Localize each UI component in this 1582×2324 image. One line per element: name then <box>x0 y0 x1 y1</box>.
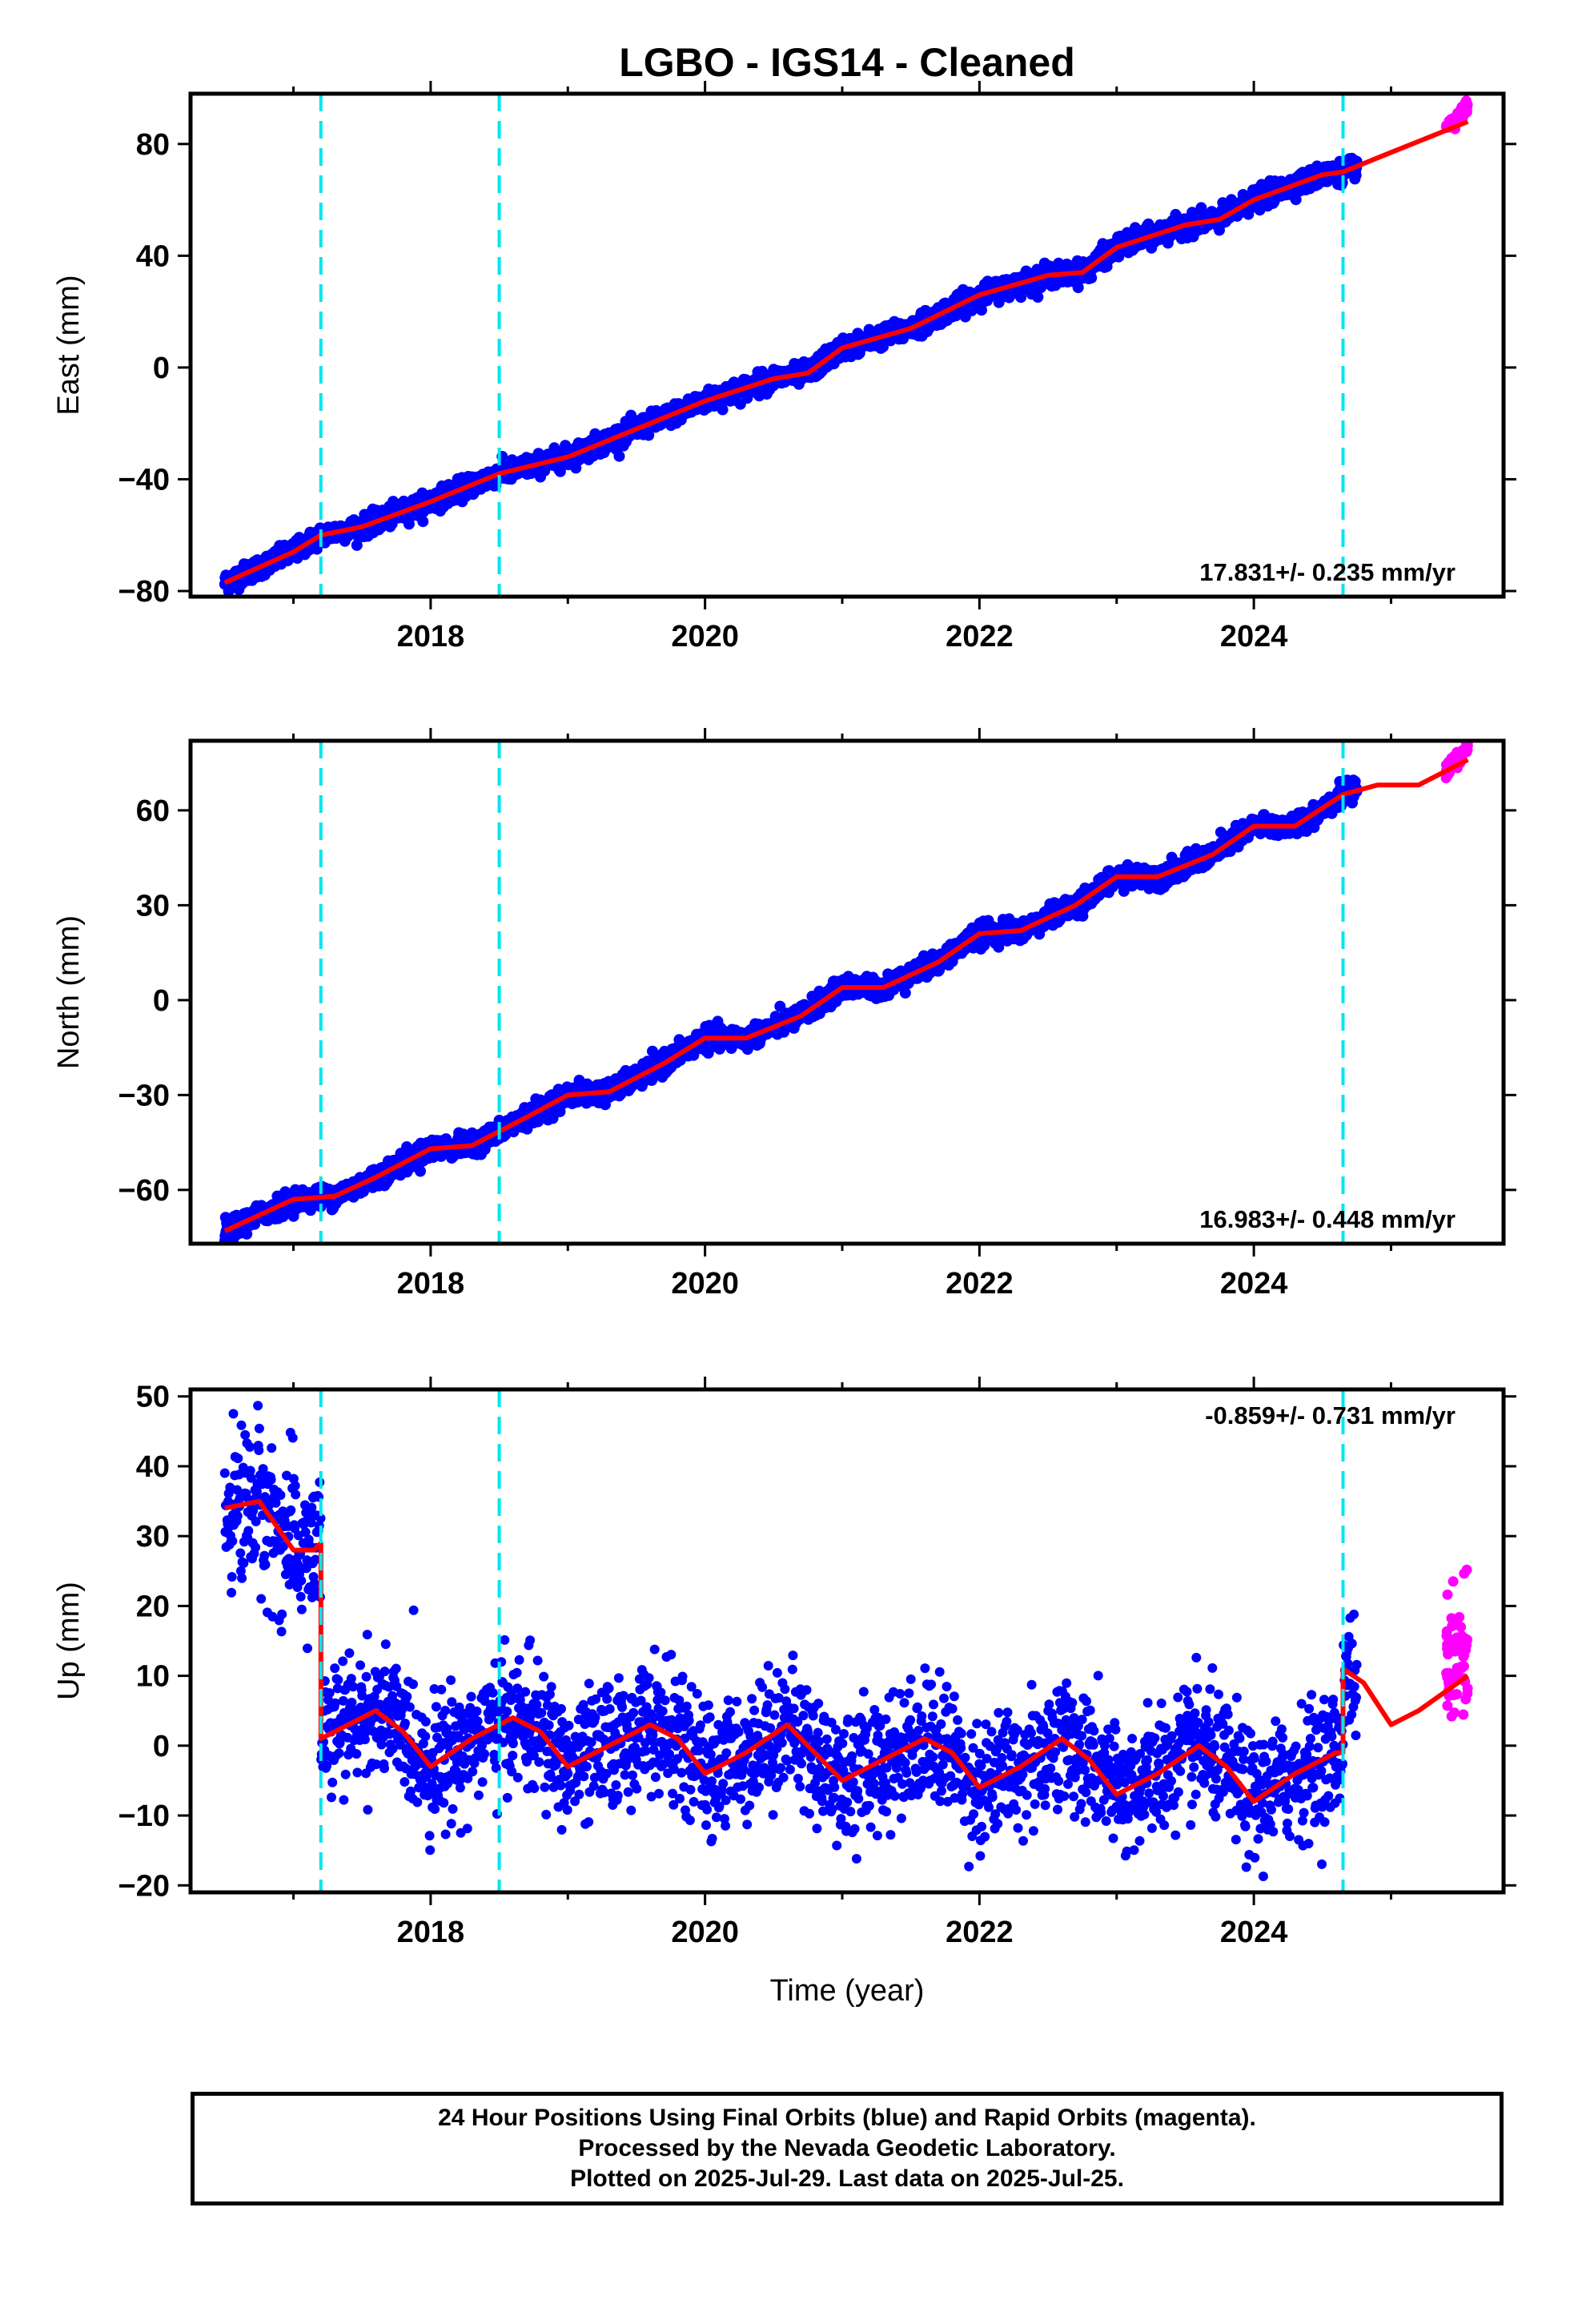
y-tick-label: −80 <box>118 575 170 609</box>
axes-frame <box>188 91 1506 599</box>
velocity-label: 17.831+/- 0.235 mm/yr <box>1199 558 1456 586</box>
y-tick-label: −40 <box>118 463 170 497</box>
data-point <box>646 1074 658 1085</box>
y-tick-label: 40 <box>136 239 170 273</box>
y-axis-label: East (mm) <box>52 275 86 415</box>
data-point <box>1195 202 1207 214</box>
data-point <box>1072 282 1084 294</box>
x-tick-label: 2018 <box>397 620 465 653</box>
data-point <box>415 1165 426 1177</box>
plot-area <box>219 94 1473 597</box>
panel-east: 2018 2020 2022 2024 −80 −40 0 40 80 East (mm) 17.8… <box>52 81 1516 653</box>
panels: 2018 2020 2022 2024 −80 −40 0 40 80 East (mm) 17.8… <box>52 81 1516 1949</box>
data-point <box>717 404 729 416</box>
x-tick-label: 2022 <box>946 620 1014 653</box>
data-point <box>613 450 625 462</box>
data-point <box>1290 194 1302 206</box>
plot-area <box>219 741 1473 1244</box>
y-tick-label: 0 <box>153 352 170 385</box>
data-point <box>899 987 911 999</box>
data-point <box>241 1228 253 1240</box>
data-point <box>1086 272 1098 283</box>
model-fit-line <box>223 119 1469 585</box>
figure-title: LGBO - IGS14 - Cleaned <box>619 40 1075 85</box>
data-point <box>403 518 415 530</box>
y-tick-label: 80 <box>136 128 170 162</box>
x-tick-label: 2024 <box>1220 620 1288 653</box>
x-tick-label: 2020 <box>671 620 739 653</box>
data-point <box>1032 292 1044 303</box>
data-point <box>554 465 566 477</box>
rapid-data-point <box>1447 115 1458 126</box>
data-point <box>417 516 429 528</box>
rapid-orbit-points <box>1440 95 1473 135</box>
final-orbit-points <box>219 774 1363 1244</box>
